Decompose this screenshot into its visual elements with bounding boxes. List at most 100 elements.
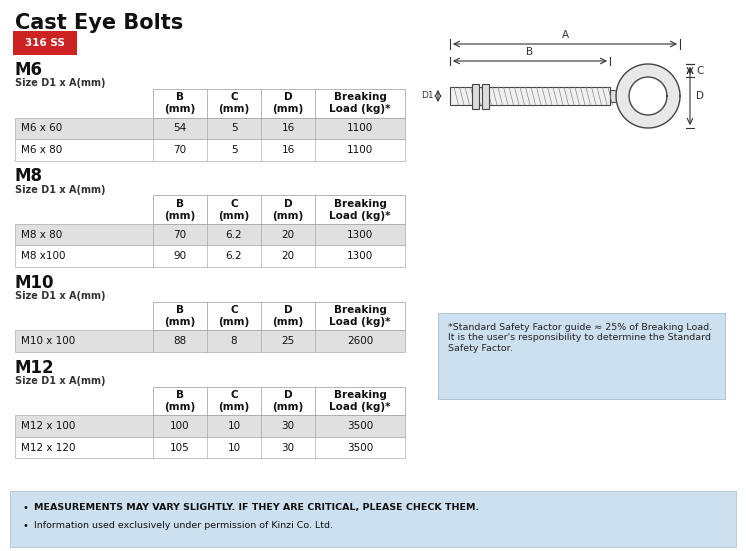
Text: C: C (231, 391, 238, 401)
Text: Breaking: Breaking (333, 305, 386, 316)
Text: (mm): (mm) (164, 317, 195, 327)
Text: (mm): (mm) (219, 105, 250, 115)
Text: D: D (283, 199, 292, 209)
Text: D: D (283, 391, 292, 401)
Text: Load (kg)*: Load (kg)* (329, 317, 391, 327)
Bar (153, 302, 405, 331)
Text: A: A (562, 30, 568, 40)
Text: M8 x 80: M8 x 80 (21, 230, 62, 240)
Text: •: • (22, 521, 28, 531)
Text: 8: 8 (231, 336, 237, 346)
Bar (15, 224, 405, 246)
Text: 2600: 2600 (347, 336, 373, 346)
Bar (15, 415, 405, 437)
Text: (mm): (mm) (164, 402, 195, 413)
Text: 90: 90 (173, 251, 186, 261)
Text: Load (kg)*: Load (kg)* (329, 105, 391, 115)
Text: 1100: 1100 (347, 123, 373, 133)
Text: *Standard Safety Factor guide ≈ 25% of Breaking Load.
It is the user's responsib: *Standard Safety Factor guide ≈ 25% of B… (448, 323, 712, 353)
Text: 1300: 1300 (347, 230, 373, 240)
Text: 16: 16 (281, 145, 295, 155)
Text: 16: 16 (281, 123, 295, 133)
Text: Cast Eye Bolts: Cast Eye Bolts (15, 13, 184, 33)
Bar (482, 84, 489, 109)
Bar (153, 387, 405, 415)
Text: 10: 10 (228, 443, 240, 453)
Text: D1: D1 (421, 91, 434, 100)
Bar (450, 87, 610, 105)
Text: B: B (176, 305, 184, 316)
Text: Breaking: Breaking (333, 391, 386, 401)
Text: M10: M10 (15, 274, 54, 292)
Text: B: B (176, 391, 184, 401)
Text: MEASUREMENTS MAY VARY SLIGHTLY. IF THEY ARE CRITICAL, PLEASE CHECK THEM.: MEASUREMENTS MAY VARY SLIGHTLY. IF THEY … (34, 503, 479, 512)
Text: 3500: 3500 (347, 422, 373, 431)
Text: M6 x 80: M6 x 80 (21, 145, 62, 155)
Text: C: C (231, 305, 238, 316)
Text: 6.2: 6.2 (226, 230, 242, 240)
Text: D: D (283, 93, 292, 102)
Text: 70: 70 (173, 145, 186, 155)
Text: (mm): (mm) (164, 105, 195, 115)
Text: M12 x 120: M12 x 120 (21, 443, 75, 453)
FancyBboxPatch shape (13, 31, 77, 55)
Text: 5: 5 (231, 145, 237, 155)
Text: 3500: 3500 (347, 443, 373, 453)
Text: Size D1 x A(mm): Size D1 x A(mm) (15, 376, 105, 386)
Text: M10 x 100: M10 x 100 (21, 336, 75, 346)
Bar (15, 139, 405, 160)
Text: 5: 5 (231, 123, 237, 133)
Text: (mm): (mm) (272, 402, 304, 413)
Text: (mm): (mm) (272, 317, 304, 327)
Polygon shape (629, 77, 667, 115)
Text: (mm): (mm) (164, 211, 195, 221)
Text: 88: 88 (173, 336, 186, 346)
Text: B: B (176, 93, 184, 102)
Text: (mm): (mm) (219, 317, 250, 327)
Text: 30: 30 (281, 422, 295, 431)
Bar (15, 246, 405, 267)
Text: M6: M6 (15, 61, 43, 79)
Text: B: B (176, 199, 184, 209)
Text: B: B (527, 47, 533, 57)
Text: Size D1 x A(mm): Size D1 x A(mm) (15, 291, 105, 301)
Text: C: C (696, 66, 703, 75)
Text: Load (kg)*: Load (kg)* (329, 211, 391, 221)
Text: 20: 20 (281, 251, 295, 261)
Text: •: • (22, 503, 28, 513)
Bar (10, 491, 736, 547)
Bar (15, 117, 405, 139)
Text: (mm): (mm) (219, 402, 250, 413)
Text: 1100: 1100 (347, 145, 373, 155)
Bar (610, 90, 622, 102)
Text: 30: 30 (281, 443, 295, 453)
Text: Breaking: Breaking (333, 93, 386, 102)
Polygon shape (616, 64, 680, 128)
Text: Load (kg)*: Load (kg)* (329, 402, 391, 413)
Text: Size D1 x A(mm): Size D1 x A(mm) (15, 185, 105, 195)
Bar (153, 89, 405, 117)
Text: C: C (231, 199, 238, 209)
Text: M12: M12 (15, 359, 54, 377)
Bar (15, 331, 405, 352)
Text: M8: M8 (15, 168, 43, 186)
Text: 10: 10 (228, 422, 240, 431)
Text: (mm): (mm) (219, 211, 250, 221)
Text: 70: 70 (173, 230, 186, 240)
Text: M8 x100: M8 x100 (21, 251, 66, 261)
Bar (15, 437, 405, 458)
Text: M12 x 100: M12 x 100 (21, 422, 75, 431)
Text: Breaking: Breaking (333, 199, 386, 209)
Text: 100: 100 (170, 422, 189, 431)
Bar (153, 196, 405, 224)
Text: M6 x 60: M6 x 60 (21, 123, 62, 133)
Text: 54: 54 (173, 123, 186, 133)
Text: 20: 20 (281, 230, 295, 240)
Text: D: D (283, 305, 292, 316)
Bar (472, 84, 479, 109)
Text: D: D (696, 91, 704, 101)
Text: C: C (231, 93, 238, 102)
Text: 1300: 1300 (347, 251, 373, 261)
Text: 316 SS: 316 SS (25, 38, 65, 48)
Text: (mm): (mm) (272, 211, 304, 221)
